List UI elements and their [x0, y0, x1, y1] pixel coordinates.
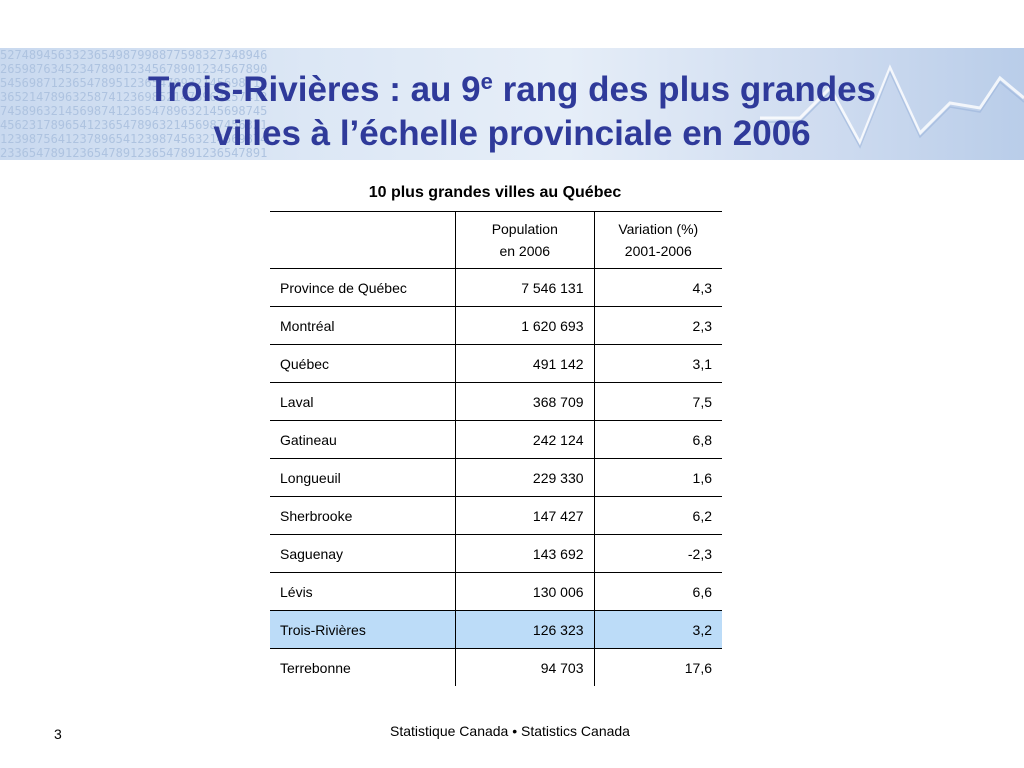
city-name: Longueuil [270, 458, 456, 497]
footer-text: Statistique Canada • Statistics Canada [390, 723, 630, 739]
population-value: 147 427 [455, 496, 595, 535]
population-value: 368 709 [455, 382, 595, 421]
table-row: Terrebonne 94 703 17,6 [270, 648, 722, 686]
population-value: 229 330 [455, 458, 595, 497]
banner-digit-pattern: 5274894563323654987998877598327348946 26… [0, 48, 268, 160]
table-row: Montréal 1 620 693 2,3 [270, 306, 722, 345]
table-row: Sherbrooke 147 427 6,2 [270, 496, 722, 535]
population-value: 130 006 [455, 572, 595, 611]
banner-wave-graphic [760, 64, 1024, 149]
city-name: Montréal [270, 306, 456, 345]
population-value: 7 546 131 [455, 268, 595, 307]
variation-value: 4,3 [593, 268, 722, 307]
table-title: 10 plus grandes villes au Québec [368, 184, 622, 201]
city-name: Lévis [270, 572, 456, 611]
table-row: Gatineau 242 124 6,8 [270, 420, 722, 459]
table-row: Saguenay 143 692 -2,3 [270, 534, 722, 573]
variation-value: 7,5 [593, 382, 722, 421]
variation-value: 6,8 [593, 420, 722, 459]
title-line2: villes à l’échelle provinciale en 2006 [213, 114, 811, 153]
header-population: Population en 2006 [455, 211, 595, 269]
header-variation-line1: Variation (%) [618, 221, 699, 237]
variation-value: 2,3 [593, 306, 722, 345]
header-city [270, 211, 456, 269]
table-header-row: Population en 2006 Variation (%) 2001-20… [270, 211, 722, 269]
header-variation-line2: 2001-2006 [624, 243, 692, 259]
header-banner: 5274894563323654987998877598327348946 26… [0, 48, 1024, 160]
variation-value: 3,2 [593, 610, 722, 649]
population-value: 94 703 [455, 648, 595, 686]
table-row: Laval 368 709 7,5 [270, 382, 722, 421]
header-population-line1: Population [491, 221, 558, 237]
population-value: 491 142 [455, 344, 595, 383]
header-variation: Variation (%) 2001-2006 [593, 211, 722, 269]
variation-value: 3,1 [593, 344, 722, 383]
variation-value: 1,6 [593, 458, 722, 497]
page-number: 3 [54, 726, 62, 742]
variation-value: 6,6 [593, 572, 722, 611]
table-body: Province de Québec 7 546 131 4,3 Montréal 1 … [270, 268, 722, 686]
table-row: Québec 491 142 3,1 [270, 344, 722, 383]
table-row: Lévis 130 006 6,6 [270, 572, 722, 611]
city-name: Trois-Rivières [270, 610, 456, 649]
variation-value: -2,3 [593, 534, 722, 573]
population-value: 1 620 693 [455, 306, 595, 345]
table-row: Longueuil 229 330 1,6 [270, 458, 722, 497]
population-value: 242 124 [455, 420, 595, 459]
city-name: Province de Québec [270, 268, 456, 307]
title-superscript: e [480, 69, 493, 94]
city-name: Gatineau [270, 420, 456, 459]
table-row: Province de Québec 7 546 131 4,3 [270, 268, 722, 307]
city-name: Saguenay [270, 534, 456, 573]
variation-value: 17,6 [593, 648, 722, 686]
header-population-line2: en 2006 [499, 243, 551, 259]
title-part2: rang des plus grandes [492, 70, 877, 109]
city-name: Sherbrooke [270, 496, 456, 535]
city-name: Québec [270, 344, 456, 383]
variation-value: 6,2 [593, 496, 722, 535]
table-row: Trois-Rivières 126 323 3,2 [270, 610, 722, 649]
city-name: Laval [270, 382, 456, 421]
population-value: 143 692 [455, 534, 595, 573]
cities-table: Population en 2006 Variation (%) 2001-20… [270, 211, 722, 686]
title-part1: Trois-Rivières : au 9 [147, 70, 481, 109]
slide-title: Trois-Rivières : au 9e rang des plus gra… [40, 68, 984, 156]
city-name: Terrebonne [270, 648, 456, 686]
population-value: 126 323 [455, 610, 595, 649]
